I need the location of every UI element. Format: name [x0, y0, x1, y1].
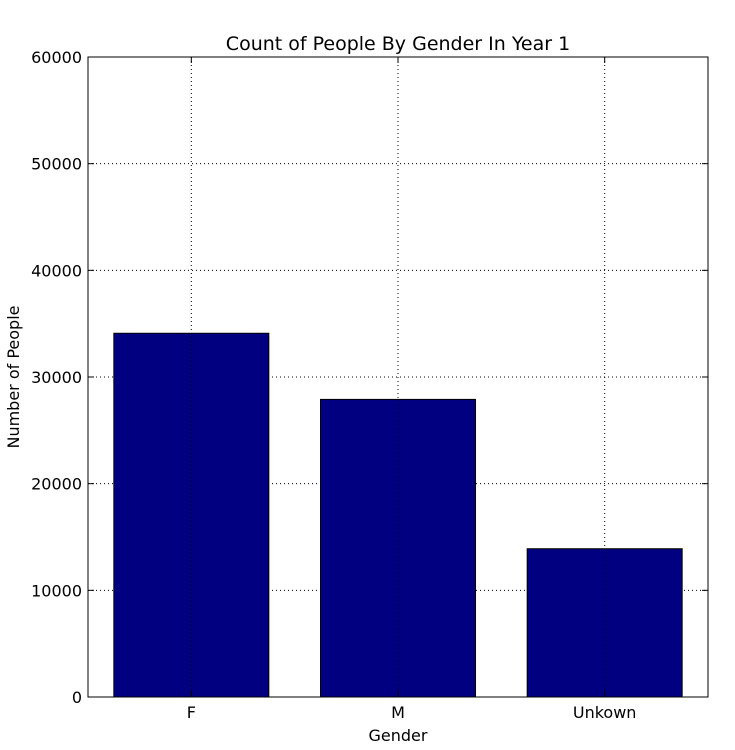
y-tick-label: 0 [72, 688, 82, 707]
y-tick-labels: 0 10000 20000 30000 40000 50000 60000 [31, 48, 82, 707]
bars [113, 57, 683, 698]
y-tick-label: 20000 [31, 475, 82, 494]
bar-f [113, 332, 270, 698]
bar-unkown [526, 548, 683, 698]
x-tick-label: M [391, 703, 405, 722]
y-tick-label: 50000 [31, 155, 82, 174]
x-tick-labels: F M Unkown [187, 703, 637, 722]
x-tick-label: Unkown [573, 703, 637, 722]
y-tick-label: 60000 [31, 48, 82, 67]
x-tick-label: F [187, 703, 196, 722]
x-axis-label: Gender [369, 726, 428, 745]
y-tick-label: 40000 [31, 261, 82, 280]
axis-ticks [88, 56, 708, 698]
chart-title: Count of People By Gender In Year 1 [226, 33, 570, 55]
y-tick-label: 10000 [31, 581, 82, 600]
bar-m [320, 398, 476, 698]
y-axis-label: Number of People [4, 305, 23, 448]
y-tick-label: 30000 [31, 368, 82, 387]
